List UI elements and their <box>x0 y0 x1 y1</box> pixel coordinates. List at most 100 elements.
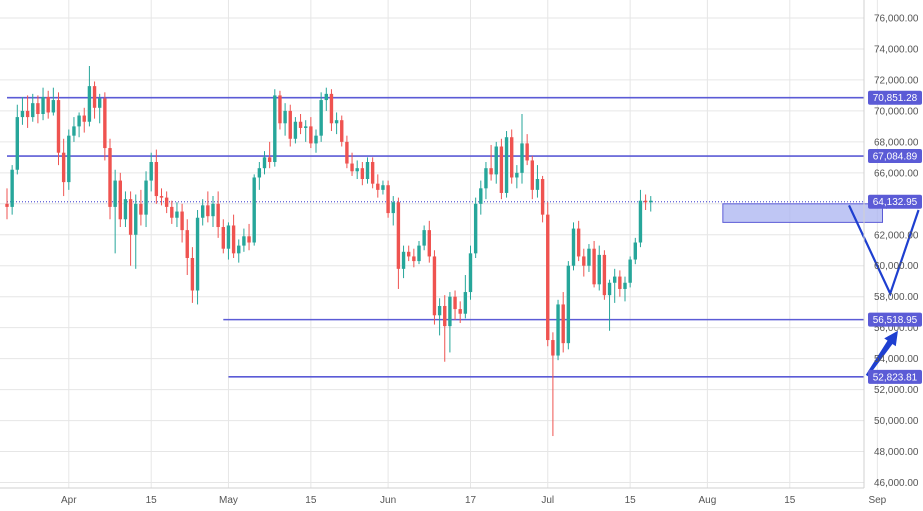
candle-body <box>396 202 401 269</box>
candle <box>597 245 601 291</box>
candle <box>262 151 267 175</box>
candle-body <box>448 296 452 327</box>
candle-body <box>443 305 447 327</box>
candle <box>15 104 19 175</box>
arrow-up-icon <box>865 330 898 377</box>
candle-body <box>304 126 308 128</box>
candle <box>123 191 128 228</box>
x-tick-label: May <box>219 495 238 506</box>
candle-body <box>231 225 236 254</box>
candle-body <box>175 211 179 218</box>
x-tick-label: Apr <box>61 495 77 506</box>
candle <box>190 247 195 303</box>
candle-body <box>46 96 50 113</box>
candle <box>345 135 349 169</box>
candle-body <box>324 93 328 101</box>
candle-body <box>20 110 25 118</box>
candle <box>221 219 225 254</box>
candle <box>226 222 231 260</box>
candle-body <box>381 185 385 190</box>
x-tick-label: Jun <box>380 495 396 506</box>
candle <box>51 87 56 116</box>
candle <box>278 90 282 130</box>
y-tick-label: 54,000.00 <box>874 354 919 365</box>
candle <box>566 261 571 350</box>
candle <box>108 138 112 220</box>
candle-body <box>41 96 45 114</box>
candle <box>180 203 184 243</box>
candle-body <box>587 248 591 266</box>
candle <box>195 209 200 305</box>
candle-body <box>468 253 473 293</box>
zone-rect <box>722 203 883 223</box>
candle-body <box>360 168 365 180</box>
candle-body <box>87 86 92 122</box>
candle-body <box>412 256 416 262</box>
candle-body <box>36 103 40 114</box>
candle-body <box>504 137 509 193</box>
candle <box>87 65 92 127</box>
candle-body <box>262 157 267 169</box>
candle <box>154 149 159 204</box>
y-tick-label: 66,000.00 <box>874 168 919 179</box>
candle-body <box>613 276 617 283</box>
candle-body <box>92 86 97 108</box>
projection-zigzag <box>848 204 920 297</box>
candle <box>613 268 617 303</box>
candle <box>298 113 303 135</box>
candle-body <box>242 236 246 246</box>
candle-body <box>195 217 200 291</box>
x-tick-label: Jul <box>541 495 554 506</box>
candle <box>401 245 406 279</box>
candle <box>623 276 627 302</box>
y-tick-label: 68,000.00 <box>874 137 919 148</box>
candle <box>267 141 272 169</box>
candle <box>494 141 498 184</box>
candle <box>489 144 493 181</box>
candle <box>252 174 256 246</box>
candle <box>412 248 416 268</box>
y-tick-label: 46,000.00 <box>874 478 919 489</box>
candle-body <box>108 148 112 207</box>
candle <box>504 131 509 198</box>
candle-body <box>237 245 241 254</box>
x-tick-label: 15 <box>146 495 158 506</box>
candle-body <box>582 256 586 266</box>
candle-body <box>571 228 576 266</box>
candle-body <box>293 121 298 139</box>
candle <box>118 172 122 228</box>
candle <box>535 165 540 198</box>
candle <box>576 220 581 262</box>
y-tick-label: 72,000.00 <box>874 75 919 86</box>
candle-body <box>370 161 375 184</box>
x-tick-label: 15 <box>784 495 796 506</box>
candle <box>324 87 328 111</box>
candle-body <box>350 163 354 172</box>
candle <box>525 134 529 166</box>
candle-body <box>515 172 519 178</box>
candle <box>628 256 632 288</box>
candle-body <box>15 117 19 170</box>
candle <box>211 196 215 228</box>
candle-body <box>535 179 540 190</box>
candle-body <box>618 276 622 289</box>
candle <box>319 92 323 142</box>
candle-body <box>31 103 35 118</box>
candle-body <box>376 183 380 190</box>
candle <box>206 191 210 223</box>
candle <box>314 129 318 153</box>
level-label: 67,084.89 <box>873 152 918 163</box>
candle-body <box>319 100 323 136</box>
y-tick-label: 70,000.00 <box>874 106 919 117</box>
candle <box>185 219 189 276</box>
candle-body <box>252 177 256 243</box>
candle <box>386 180 390 218</box>
candle <box>360 161 365 186</box>
candle-body <box>407 251 411 257</box>
candle <box>242 228 246 252</box>
y-tick-label: 48,000.00 <box>874 447 919 458</box>
level-label: 70,851.28 <box>873 93 918 104</box>
candle <box>5 188 9 220</box>
candle-body <box>422 230 426 246</box>
candle <box>103 92 107 161</box>
